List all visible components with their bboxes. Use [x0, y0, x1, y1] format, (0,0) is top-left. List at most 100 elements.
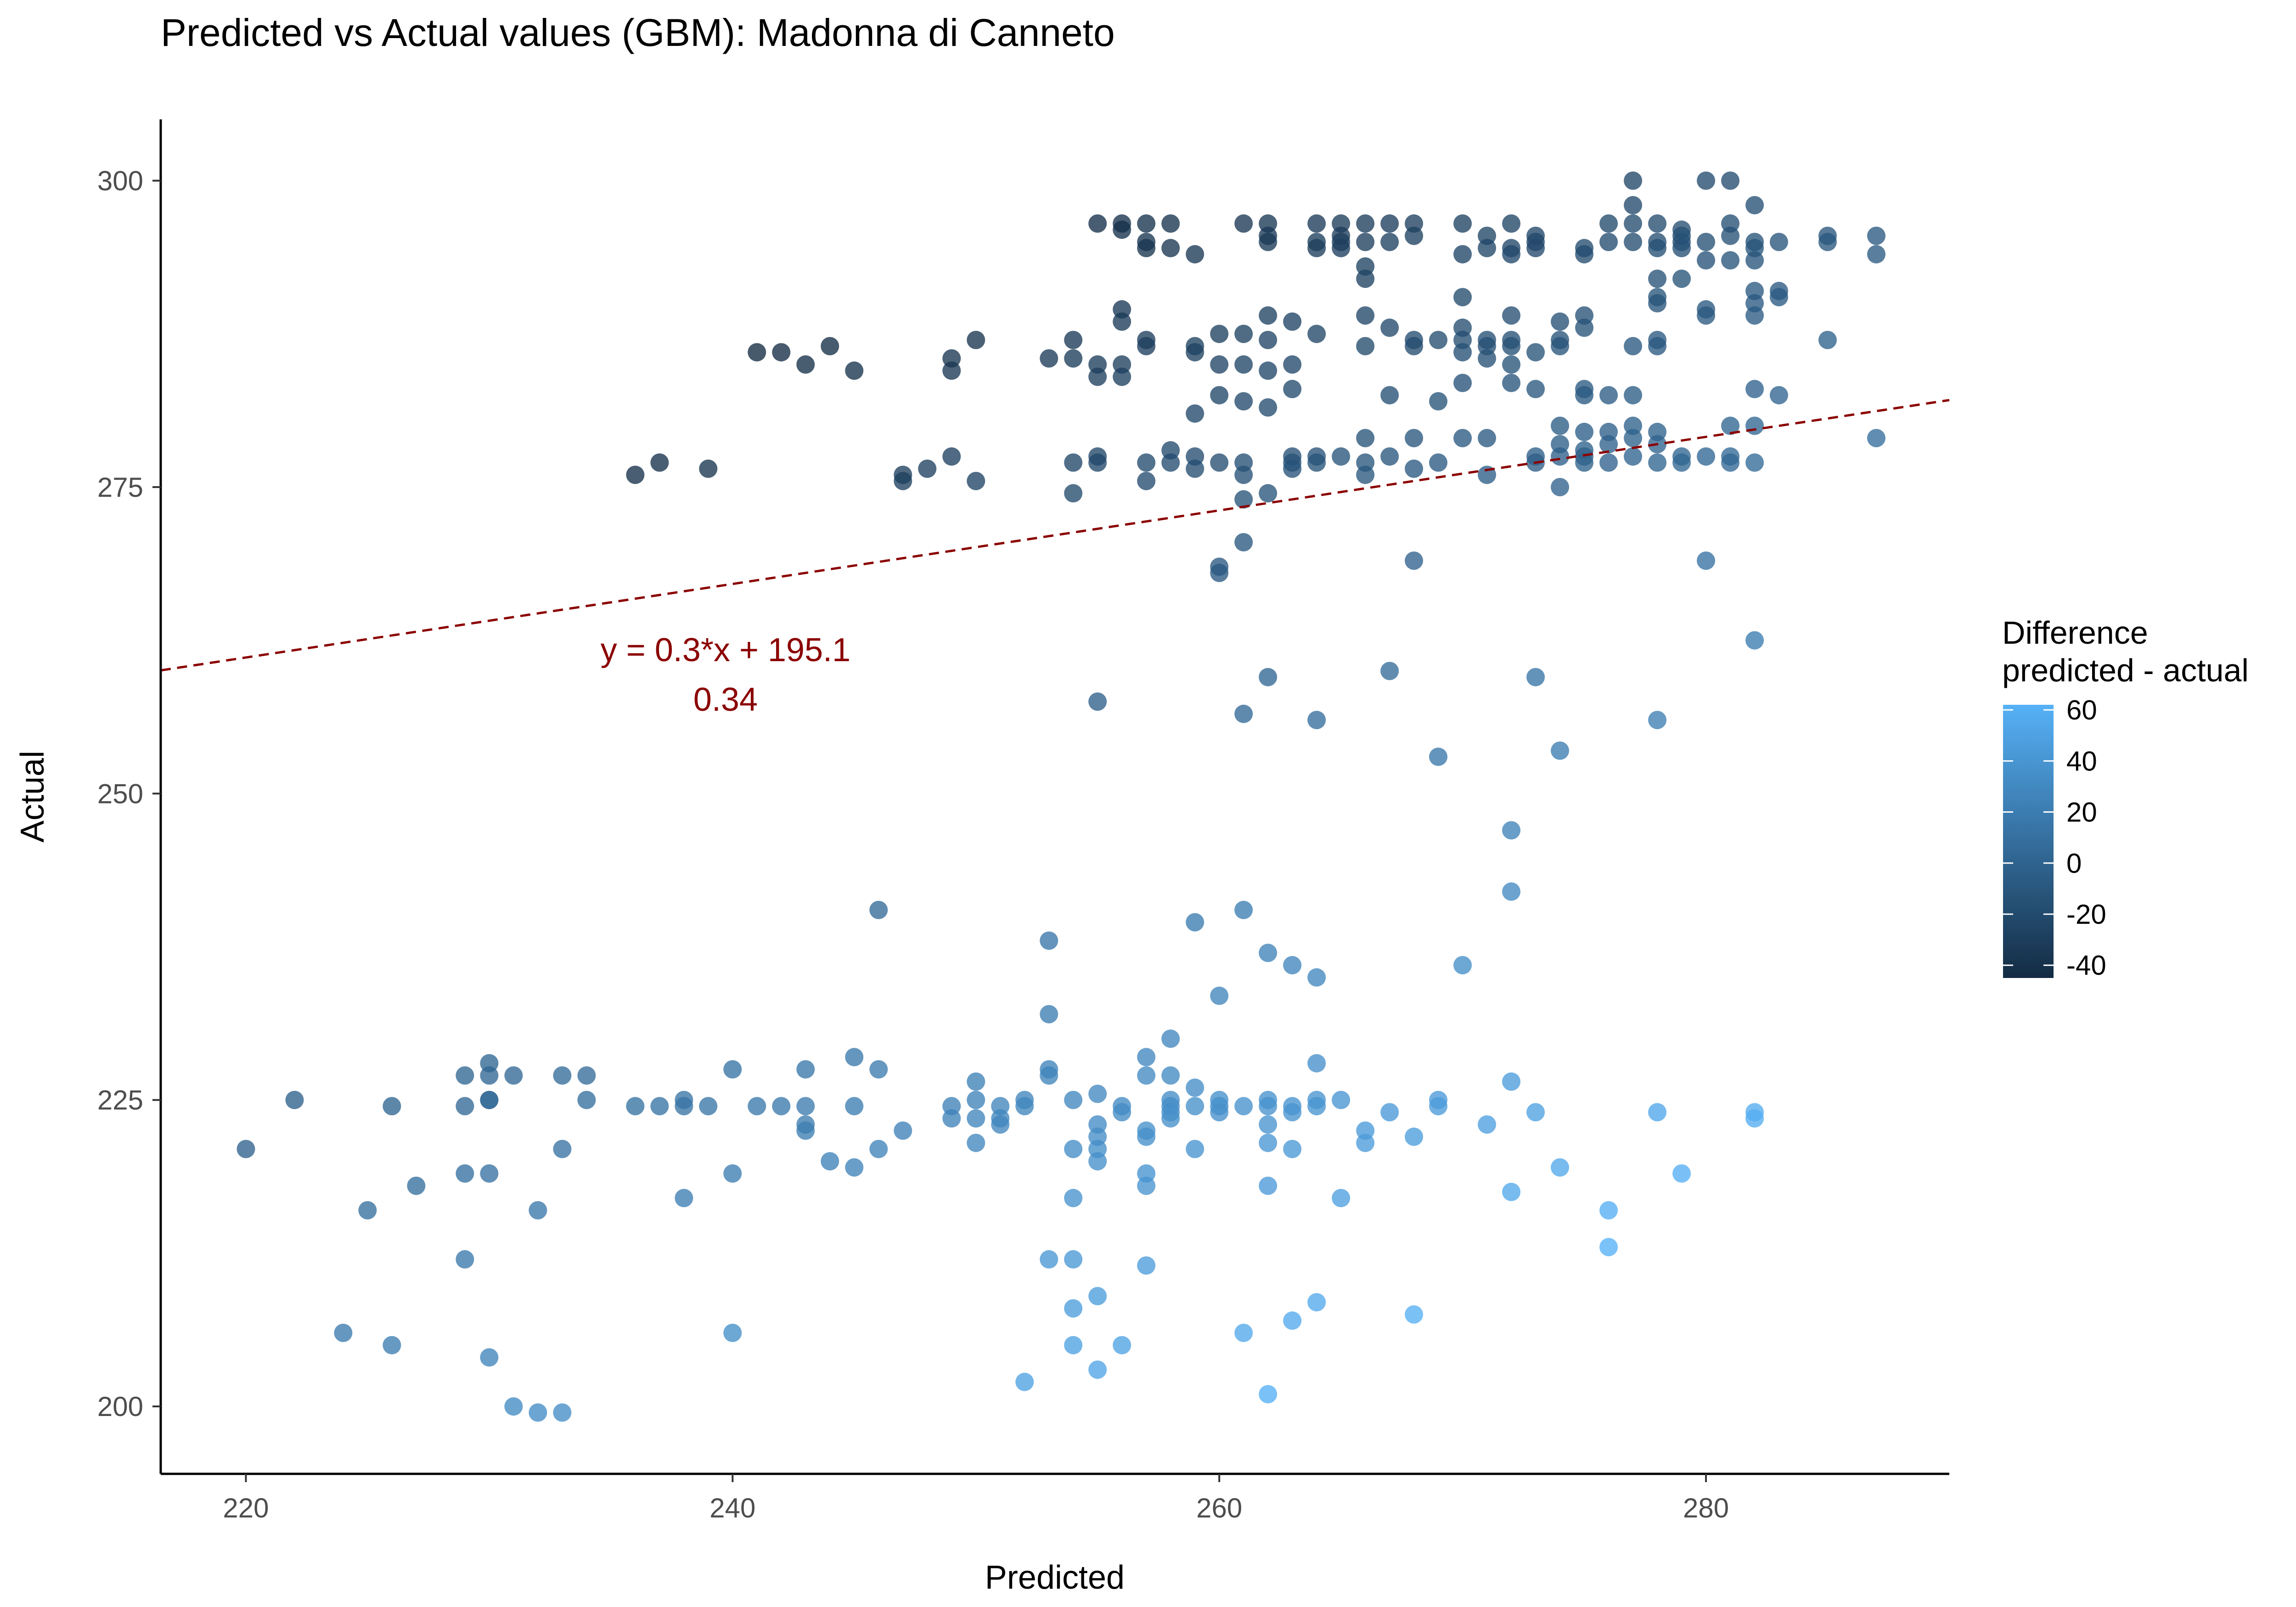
data-point	[1283, 956, 1302, 975]
data-point	[1502, 245, 1521, 264]
data-point	[1064, 1336, 1083, 1354]
data-point	[1040, 1066, 1058, 1085]
data-point	[1113, 367, 1131, 386]
data-point	[1356, 214, 1375, 233]
data-point	[1867, 245, 1885, 264]
y-axis-title: Actual	[14, 751, 51, 843]
data-point	[1186, 404, 1204, 423]
data-point	[1526, 343, 1545, 362]
data-point	[1745, 453, 1764, 472]
data-point	[1526, 668, 1545, 686]
data-point	[699, 1097, 718, 1116]
data-point	[1234, 704, 1253, 723]
points-layer	[236, 171, 1885, 1422]
data-point	[1332, 1189, 1351, 1208]
data-point	[1697, 233, 1716, 251]
data-point	[1624, 196, 1643, 214]
data-point	[236, 1140, 255, 1158]
data-point	[1234, 325, 1253, 343]
data-point	[1575, 386, 1594, 405]
data-point	[967, 1109, 985, 1128]
data-point	[845, 1048, 864, 1067]
data-point	[1551, 447, 1570, 466]
data-point	[1356, 429, 1375, 448]
data-point	[869, 1140, 888, 1158]
data-point	[918, 459, 937, 478]
data-point	[1113, 1103, 1131, 1122]
data-point	[1867, 429, 1885, 448]
data-point	[1332, 447, 1351, 466]
data-point	[1599, 435, 1618, 454]
data-point	[626, 1097, 645, 1116]
data-point	[1259, 331, 1277, 349]
data-point	[1478, 239, 1497, 258]
data-point	[504, 1066, 523, 1085]
data-point	[1307, 711, 1326, 730]
data-point	[1502, 306, 1521, 325]
data-point	[1210, 1103, 1229, 1122]
data-point	[1745, 631, 1764, 650]
data-point	[1088, 1084, 1107, 1103]
data-point	[1234, 490, 1253, 509]
data-point	[869, 900, 888, 919]
data-point	[1356, 270, 1375, 288]
data-point	[1259, 306, 1277, 325]
data-point	[1259, 484, 1277, 503]
data-point	[1380, 447, 1399, 466]
regression-r-squared: 0.34	[693, 681, 758, 718]
data-point	[1015, 1372, 1034, 1391]
data-point	[1088, 367, 1107, 386]
data-point	[1064, 1299, 1083, 1318]
data-point	[1137, 1066, 1156, 1085]
data-point	[748, 1097, 766, 1116]
data-point	[1186, 913, 1204, 932]
data-point	[1745, 380, 1764, 399]
regression-equation: y = 0.3*x + 195.1	[601, 632, 850, 669]
data-point	[480, 1066, 499, 1085]
data-point	[1210, 563, 1229, 582]
data-point	[1137, 1176, 1156, 1195]
y-tick-label: 250	[97, 778, 143, 809]
legend-tick-label: -40	[2066, 950, 2106, 981]
data-point	[1210, 355, 1229, 374]
data-point	[845, 1158, 864, 1177]
data-point	[723, 1324, 742, 1342]
data-point	[675, 1189, 693, 1208]
data-point	[1551, 741, 1570, 760]
data-point	[1356, 466, 1375, 484]
data-point	[1210, 325, 1229, 343]
data-point	[1307, 453, 1326, 472]
data-point	[1818, 331, 1837, 349]
data-point	[1259, 1097, 1277, 1116]
data-point	[894, 1121, 912, 1140]
data-point	[1210, 453, 1229, 472]
data-point	[1234, 900, 1253, 919]
data-point	[1064, 349, 1083, 368]
data-point	[1405, 226, 1424, 245]
data-point	[1672, 1164, 1691, 1183]
data-point	[456, 1164, 474, 1183]
data-point	[1307, 1097, 1326, 1116]
regression-line	[160, 399, 1950, 672]
data-point	[942, 447, 961, 466]
data-point	[1137, 214, 1156, 233]
data-point	[1088, 214, 1107, 233]
data-point	[1599, 386, 1618, 405]
data-point	[967, 1090, 985, 1109]
data-point	[1624, 447, 1643, 466]
data-point	[1526, 380, 1545, 399]
data-point	[1283, 459, 1302, 478]
data-point	[577, 1066, 596, 1085]
data-point	[1307, 239, 1326, 258]
data-point	[1405, 429, 1424, 448]
data-point	[748, 343, 766, 362]
data-point	[1818, 233, 1837, 251]
data-point	[1648, 239, 1667, 258]
data-point	[1186, 245, 1204, 264]
data-point	[1234, 214, 1253, 233]
data-point	[1721, 171, 1740, 190]
data-point	[1745, 306, 1764, 325]
data-point	[1551, 337, 1570, 355]
data-point	[1040, 349, 1058, 368]
